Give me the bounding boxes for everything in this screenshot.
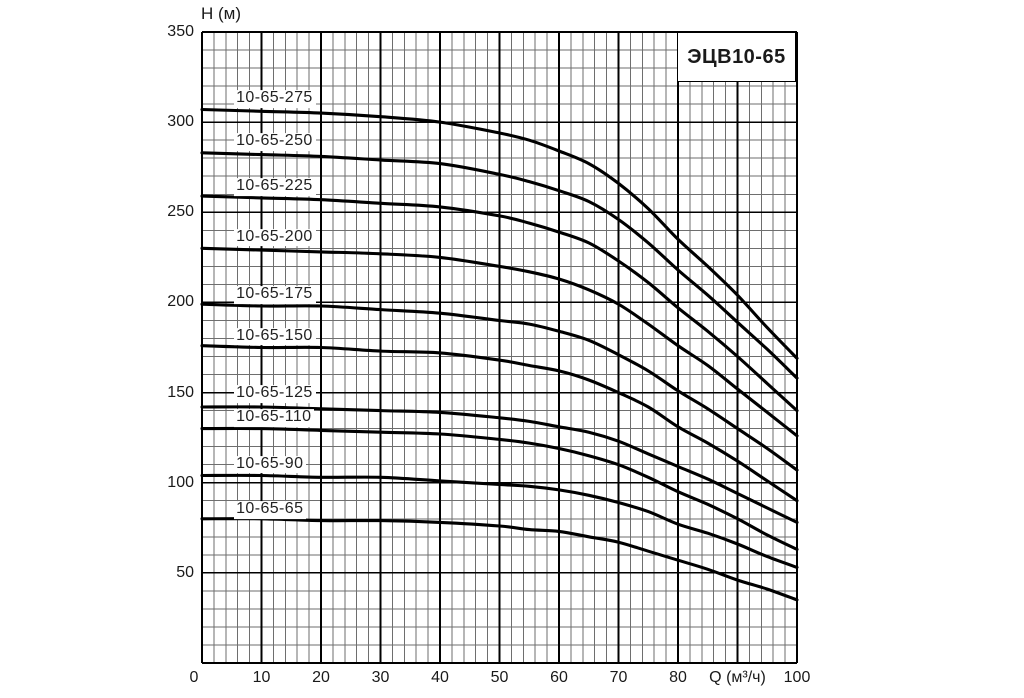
curve-label-10-65-250: 10-65-250	[234, 132, 316, 151]
y-tick-label-250: 250	[167, 203, 194, 221]
x-tick-label-60: 60	[550, 669, 568, 686]
x-tick-label-30: 30	[371, 669, 390, 686]
curve-label-10-65-150: 10-65-150	[234, 327, 316, 346]
x-tick-label-40: 40	[431, 669, 449, 686]
pump-curve-10-65-90	[200, 473, 799, 569]
x-tick-label-0: 0	[189, 669, 199, 686]
curve-label-10-65-110: 10-65-110	[234, 408, 315, 427]
x-tick-label-100: 100	[783, 669, 811, 686]
curve-label-10-65-275: 10-65-275	[234, 89, 316, 108]
pump-curve-10-65-125	[200, 405, 799, 524]
curve-label-10-65-125: 10-65-125	[234, 385, 316, 404]
pump-series-badge-text: ЭЦВ10-65	[687, 45, 786, 68]
pump-curve-10-65-65	[200, 517, 799, 602]
pump-curve-10-65-150	[200, 344, 799, 503]
pump-series-badge: ЭЦВ10-65	[677, 32, 796, 82]
pump-curve-10-65-225	[200, 194, 799, 413]
pump-curve-10-65-250	[200, 151, 799, 380]
curve-label-10-65-65: 10-65-65	[234, 500, 307, 519]
y-axis-title: H (м)	[201, 4, 242, 23]
pump-curve-10-65-200	[200, 246, 799, 438]
y-tick-label-150: 150	[167, 383, 194, 401]
y-tick-label-50: 50	[176, 563, 194, 581]
pump-curve-10-65-110	[200, 426, 799, 551]
x-tick-label-10: 10	[252, 669, 271, 686]
pump-curve-10-65-275	[200, 107, 799, 360]
y-tick-label-100: 100	[167, 473, 194, 491]
pump-curve-10-65-175	[200, 302, 799, 472]
curve-label-10-65-175: 10-65-175	[234, 285, 316, 305]
y-tick-label-300: 300	[167, 113, 194, 131]
curve-label-10-65-225: 10-65-225	[234, 177, 316, 196]
curve-label-10-65-90: 10-65-90	[234, 455, 307, 474]
x-tick-label-80: 80	[669, 669, 687, 686]
x-tick-label-70: 70	[609, 669, 628, 686]
y-tick-label-350: 350	[167, 23, 194, 40]
x-tick-label-50: 50	[490, 669, 509, 686]
y-tick-label-200: 200	[167, 293, 194, 311]
x-tick-label-20: 20	[312, 669, 330, 686]
x-axis-title: Q (м³/ч)	[709, 669, 766, 686]
curve-label-10-65-200: 10-65-200	[234, 228, 316, 247]
